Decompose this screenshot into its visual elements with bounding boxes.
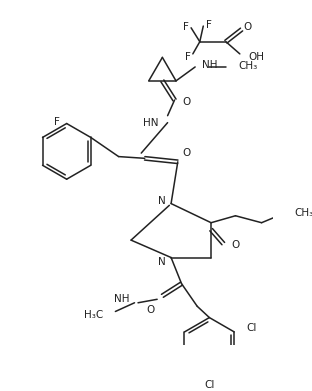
- Text: Cl: Cl: [204, 380, 215, 391]
- Text: Cl: Cl: [246, 323, 257, 334]
- Text: N: N: [158, 196, 166, 206]
- Text: F: F: [185, 52, 191, 61]
- Text: O: O: [231, 240, 240, 250]
- Text: F: F: [54, 117, 60, 127]
- Text: F: F: [206, 20, 212, 30]
- Text: O: O: [183, 97, 191, 107]
- Text: O: O: [183, 148, 191, 158]
- Text: O: O: [244, 22, 252, 32]
- Text: OH: OH: [249, 52, 265, 61]
- Text: NH: NH: [202, 60, 217, 70]
- Text: CH₃: CH₃: [295, 208, 312, 218]
- Text: H₃C: H₃C: [84, 310, 103, 320]
- Text: HN: HN: [144, 118, 159, 127]
- Text: F: F: [183, 22, 189, 32]
- Text: N: N: [158, 257, 166, 267]
- Text: NH: NH: [114, 294, 129, 304]
- Text: O: O: [146, 305, 154, 315]
- Text: CH₃: CH₃: [239, 61, 258, 71]
